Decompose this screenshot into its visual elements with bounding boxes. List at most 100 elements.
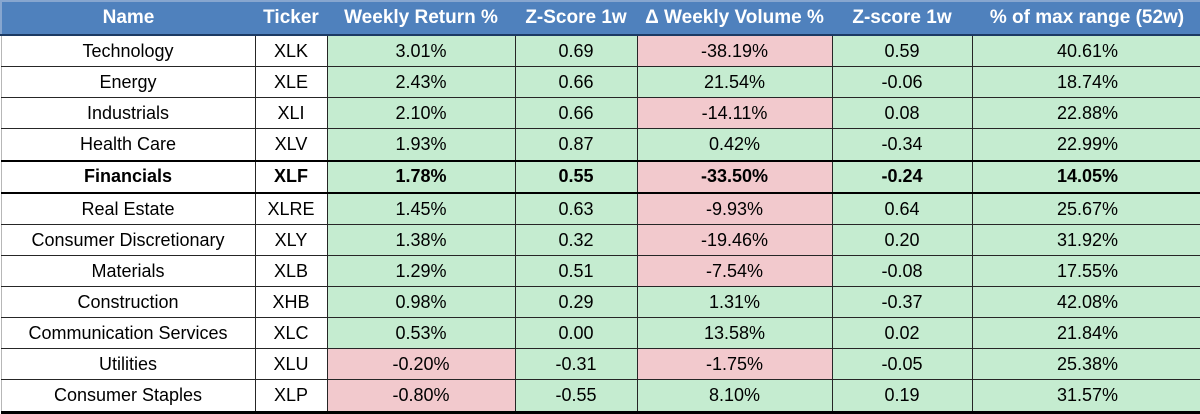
value-cell: 21.84% bbox=[971, 317, 1200, 350]
column-header: % of max range (52w) bbox=[972, 0, 1200, 36]
sector-name-cell: Financials bbox=[0, 159, 256, 195]
sector-name-cell: Consumer Staples bbox=[0, 379, 256, 414]
column-header: Z-Score 1w bbox=[515, 0, 637, 36]
table-row: Financials XLF 1.78% 0.55 -33.50% -0.24 14.05% bbox=[0, 159, 1200, 195]
table-row: Construction XHB 0.98% 0.29 1.31% -0.37 42.08% bbox=[0, 286, 1200, 319]
ticker-cell: XLU bbox=[254, 348, 328, 381]
sector-name-cell: Industrials bbox=[0, 97, 256, 130]
value-cell: -0.05 bbox=[831, 348, 973, 381]
value-cell: 0.63 bbox=[514, 192, 638, 226]
ticker-cell: XLY bbox=[254, 224, 328, 257]
value-cell: 25.67% bbox=[971, 192, 1200, 226]
value-cell: -0.37 bbox=[831, 286, 973, 319]
value-cell: 0.87 bbox=[514, 128, 638, 162]
value-cell: 31.57% bbox=[971, 379, 1200, 414]
value-cell: 18.74% bbox=[971, 66, 1200, 99]
ticker-cell: XLI bbox=[254, 97, 328, 130]
value-cell: 0.98% bbox=[326, 286, 516, 319]
ticker-cell: XLK bbox=[254, 35, 328, 68]
value-cell: 22.88% bbox=[971, 97, 1200, 130]
table-header: Name Ticker Weekly Return % Z-Score 1w Δ Wee… bbox=[0, 0, 1200, 36]
value-cell: 0.66 bbox=[514, 66, 638, 99]
table-row: Health Care XLV 1.93% 0.87 0.42% -0.34 22.99% bbox=[0, 128, 1200, 162]
ticker-cell: XLV bbox=[254, 128, 328, 162]
table-row: Energy XLE 2.43% 0.66 21.54% -0.06 18.74% bbox=[0, 66, 1200, 99]
value-cell: 1.38% bbox=[326, 224, 516, 257]
value-cell: -0.80% bbox=[326, 379, 516, 414]
column-header: Weekly Return % bbox=[327, 0, 515, 36]
table-row: Consumer Staples XLP -0.80% -0.55 8.10% 0.19 3… bbox=[0, 379, 1200, 414]
sector-name-cell: Utilities bbox=[0, 348, 256, 381]
column-header: Ticker bbox=[255, 0, 327, 36]
ticker-cell: XLRE bbox=[254, 192, 328, 226]
ticker-cell: XLF bbox=[254, 159, 328, 195]
table-row: Technology XLK 3.01% 0.69 -38.19% 0.59 40.61% bbox=[0, 35, 1200, 68]
sector-name-cell: Health Care bbox=[0, 128, 256, 162]
value-cell: 31.92% bbox=[971, 224, 1200, 257]
value-cell: -14.11% bbox=[636, 97, 833, 130]
ticker-cell: XLB bbox=[254, 255, 328, 288]
value-cell: 0.32 bbox=[514, 224, 638, 257]
value-cell: 0.42% bbox=[636, 128, 833, 162]
table-row: Materials XLB 1.29% 0.51 -7.54% -0.08 17.55% bbox=[0, 255, 1200, 288]
value-cell: -38.19% bbox=[636, 35, 833, 68]
value-cell: 0.69 bbox=[514, 35, 638, 68]
column-header: Name bbox=[0, 0, 255, 36]
table-row: Communication Services XLC 0.53% 0.00 13.58%… bbox=[0, 317, 1200, 350]
ticker-cell: XHB bbox=[254, 286, 328, 319]
value-cell: 17.55% bbox=[971, 255, 1200, 288]
value-cell: 1.78% bbox=[326, 159, 516, 195]
table-row: Consumer Discretionary XLY 1.38% 0.32 -19.46… bbox=[0, 224, 1200, 257]
value-cell: 25.38% bbox=[971, 348, 1200, 381]
value-cell: -0.06 bbox=[831, 66, 973, 99]
value-cell: 2.10% bbox=[326, 97, 516, 130]
sector-name-cell: Technology bbox=[0, 35, 256, 68]
value-cell: -33.50% bbox=[636, 159, 833, 195]
value-cell: -0.24 bbox=[831, 159, 973, 195]
value-cell: 0.53% bbox=[326, 317, 516, 350]
value-cell: 14.05% bbox=[971, 159, 1200, 195]
value-cell: 40.61% bbox=[971, 35, 1200, 68]
value-cell: -1.75% bbox=[636, 348, 833, 381]
value-cell: 0.51 bbox=[514, 255, 638, 288]
sector-name-cell: Construction bbox=[0, 286, 256, 319]
ticker-cell: XLE bbox=[254, 66, 328, 99]
value-cell: -0.08 bbox=[831, 255, 973, 288]
value-cell: -9.93% bbox=[636, 192, 833, 226]
value-cell: 1.45% bbox=[326, 192, 516, 226]
value-cell: 0.59 bbox=[831, 35, 973, 68]
value-cell: 21.54% bbox=[636, 66, 833, 99]
value-cell: 22.99% bbox=[971, 128, 1200, 162]
value-cell: 0.02 bbox=[831, 317, 973, 350]
value-cell: 42.08% bbox=[971, 286, 1200, 319]
sector-name-cell: Materials bbox=[0, 255, 256, 288]
value-cell: -7.54% bbox=[636, 255, 833, 288]
table-row: Utilities XLU -0.20% -0.31 -1.75% -0.05 25.38% bbox=[0, 348, 1200, 381]
value-cell: 0.20 bbox=[831, 224, 973, 257]
value-cell: 3.01% bbox=[326, 35, 516, 68]
value-cell: 0.29 bbox=[514, 286, 638, 319]
value-cell: -0.31 bbox=[514, 348, 638, 381]
value-cell: 0.66 bbox=[514, 97, 638, 130]
value-cell: 13.58% bbox=[636, 317, 833, 350]
column-header: Z-score 1w bbox=[832, 0, 972, 36]
value-cell: 0.00 bbox=[514, 317, 638, 350]
sector-name-cell: Consumer Discretionary bbox=[0, 224, 256, 257]
value-cell: 0.08 bbox=[831, 97, 973, 130]
table-row: Real Estate XLRE 1.45% 0.63 -9.93% 0.64 25.67% bbox=[0, 192, 1200, 226]
value-cell: -0.20% bbox=[326, 348, 516, 381]
value-cell: 0.19 bbox=[831, 379, 973, 414]
value-cell: -19.46% bbox=[636, 224, 833, 257]
header-row: Name Ticker Weekly Return % Z-Score 1w Δ Wee… bbox=[0, 0, 1200, 36]
ticker-cell: XLP bbox=[254, 379, 328, 414]
value-cell: 0.55 bbox=[514, 159, 638, 195]
sector-name-cell: Energy bbox=[0, 66, 256, 99]
value-cell: 2.43% bbox=[326, 66, 516, 99]
table-row: Industrials XLI 2.10% 0.66 -14.11% 0.08 22.88% bbox=[0, 97, 1200, 130]
value-cell: 8.10% bbox=[636, 379, 833, 414]
column-header: Δ Weekly Volume % bbox=[637, 0, 832, 36]
table-body: Technology XLK 3.01% 0.69 -38.19% 0.59 40.61% E… bbox=[0, 35, 1200, 414]
sector-name-cell: Communication Services bbox=[0, 317, 256, 350]
value-cell: -0.55 bbox=[514, 379, 638, 414]
